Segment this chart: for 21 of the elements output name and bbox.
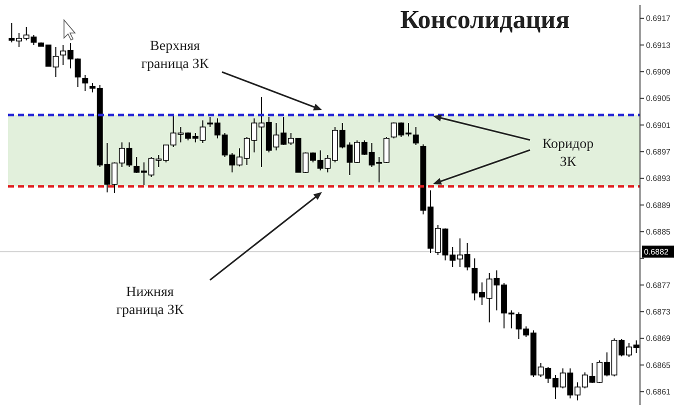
ref-line-label: 0.6882 xyxy=(644,247,670,256)
annotation: Нижняя граница ЗК xyxy=(116,285,184,318)
y-tick-label: 0.6877 xyxy=(646,280,672,290)
y-tick-label: 0.6869 xyxy=(646,334,672,344)
y-tick-label: 0.6913 xyxy=(646,40,672,50)
y-tick-label: 0.6885 xyxy=(646,227,672,236)
y-tick-label: 0.6873 xyxy=(646,307,672,316)
annotation: Коридор ЗК xyxy=(542,137,594,170)
y-tick-label: 0.6865 xyxy=(646,360,672,370)
annotation: Верхняя граница ЗК xyxy=(141,39,210,72)
y-tick-label: 0.6917 xyxy=(646,14,672,24)
y-tick-label: 0.6897 xyxy=(646,147,672,156)
y-tick-label: 0.6901 xyxy=(646,120,672,130)
y-tick-label: 0.6905 xyxy=(646,94,672,104)
candlestick xyxy=(412,126,419,146)
y-tick-label: 0.6861 xyxy=(646,387,672,396)
chart-title: Консолидация xyxy=(400,5,570,34)
y-tick-label: 0.6889 xyxy=(646,200,672,210)
y-tick-label: 0.6909 xyxy=(646,67,672,76)
y-tick-label: 0.6893 xyxy=(646,174,672,184)
candlestick xyxy=(82,74,88,92)
